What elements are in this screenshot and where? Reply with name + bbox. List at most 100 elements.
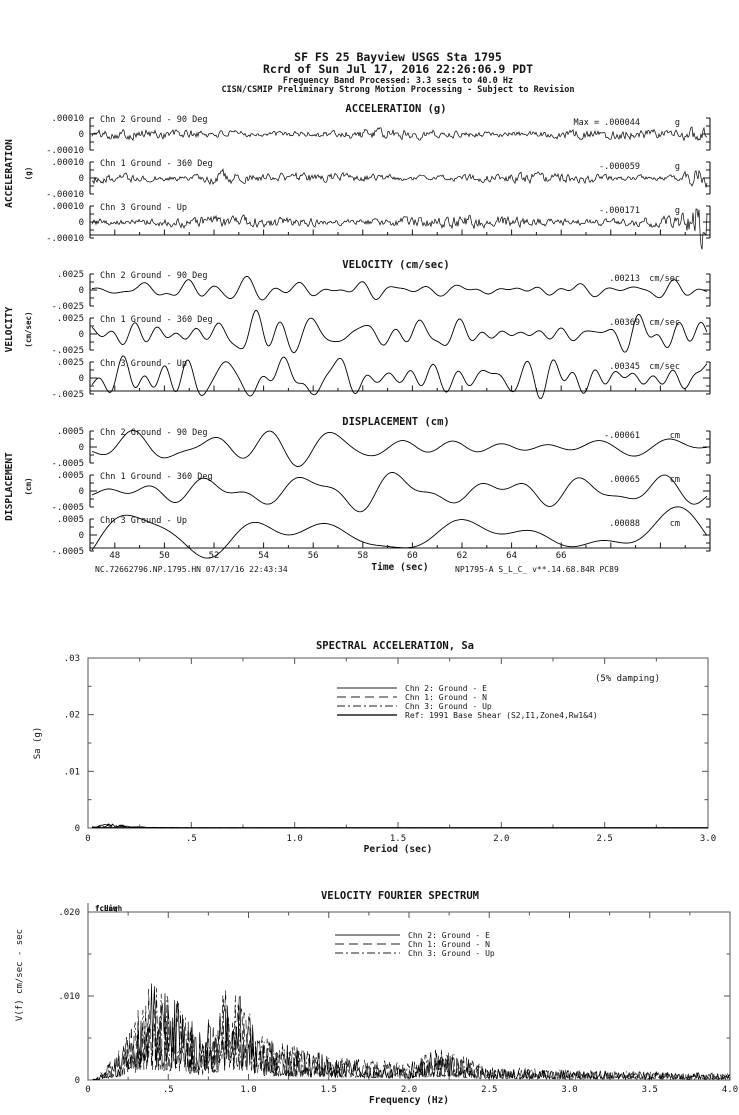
sa-xtick-label: 0 xyxy=(85,834,90,844)
fourier-curve-ch2 xyxy=(92,988,730,1081)
ytick-pos-label: .00010 xyxy=(51,114,84,124)
sa-ytick-label: .02 xyxy=(64,711,80,721)
sa-xtick-label: 1.0 xyxy=(287,834,303,844)
peak-unit: cm/sec xyxy=(649,274,680,284)
sa-ylabel: Sa (g) xyxy=(33,727,43,760)
record-id-footer: NC.72662796.NP.1795.HN 07/17/16 22:43:34 xyxy=(95,565,288,574)
panel-side-unit: (g) xyxy=(24,167,33,181)
sa-ytick-label: .01 xyxy=(64,767,80,777)
ytick-neg-label: -.0005 xyxy=(51,547,84,557)
ytick-pos-label: .0025 xyxy=(57,314,84,324)
waveform-vel-ch1 xyxy=(91,275,708,301)
panel-side-unit: (cm) xyxy=(24,477,33,495)
fourier-legend-label: Chn 3: Ground - Up xyxy=(408,949,495,958)
fourier-ytick-label: .010 xyxy=(58,992,80,1002)
panel-side-label: ACCELERATION xyxy=(4,139,15,208)
fourier-ytick-label: .020 xyxy=(58,908,80,918)
time-tick-label: 58 xyxy=(357,551,368,561)
trace-row-ch1: .0005 0 -.0005 Chn 2 Ground - 90 Deg -.00061… xyxy=(51,427,711,469)
ytick-neg-label: -.00010 xyxy=(46,146,84,156)
processing-version-footer: NP1795-A S_L_C_ v**.14.68.84R PC89 xyxy=(455,565,619,574)
time-tick-label: 50 xyxy=(159,551,170,561)
acceleration-panel: ACCELERATION (g) ACCELERATION (g) .00010 0 -.… xyxy=(4,103,711,250)
ytick-pos-label: .0005 xyxy=(57,515,84,525)
peak-value: .00065 xyxy=(609,475,640,485)
fourier-xtick-label: 2.5 xyxy=(481,1085,497,1095)
ytick-pos-label: .0025 xyxy=(57,270,84,280)
fourier-xlabel: Frequency (Hz) xyxy=(369,1095,449,1106)
ytick-zero-label: 0 xyxy=(79,443,84,453)
time-tick-label: 48 xyxy=(109,551,120,561)
trace-row-ch3: .00010 0 -.00010 Chn 3 Ground - Up -.000171 g xyxy=(46,202,711,250)
ytick-zero-label: 0 xyxy=(79,330,84,340)
fourier-xtick-label: 1.5 xyxy=(321,1085,337,1095)
fourier-ylabel: V(f) cm/sec - sec xyxy=(15,929,25,1021)
sa-xtick-label: 2.5 xyxy=(597,834,613,844)
trace-row-ch2: .0005 0 -.0005 Chn 1 Ground - 360 Deg .00065… xyxy=(51,471,711,513)
record-datetime: Rcrd of Sun Jul 17, 2016 22:26:06.9 PDT xyxy=(263,62,533,76)
sa-legend-label: Ref: 1991 Base Shear (S2,I1,Zone4,Rw1&4) xyxy=(405,711,598,720)
time-tick-label: 54 xyxy=(258,551,269,561)
frequency-band-note: Frequency Band Processed: 3.3 secs to 40… xyxy=(283,76,513,86)
sa-xtick-label: 1.5 xyxy=(390,834,406,844)
sa-xtick-label: 2.0 xyxy=(493,834,509,844)
trace-row-ch1: .00010 0 -.00010 Chn 2 Ground - 90 Deg Max =… xyxy=(46,114,711,156)
sa-xlabel: Period (sec) xyxy=(364,844,433,855)
waveform-disp-ch3 xyxy=(91,506,708,559)
ytick-neg-label: -.0025 xyxy=(51,302,84,312)
peak-value: -.00061 xyxy=(604,431,640,441)
waveform-disp-ch2 xyxy=(91,472,708,513)
fourier-xtick-label: 2.0 xyxy=(401,1085,417,1095)
peak-unit: g xyxy=(675,206,680,216)
peak-value: -.000059 xyxy=(599,162,640,172)
fc-low-label: fcLow xyxy=(95,904,118,913)
ytick-neg-label: -.0005 xyxy=(51,459,84,469)
ytick-pos-label: .00010 xyxy=(51,158,84,168)
fourier-xtick-label: 3.5 xyxy=(642,1085,658,1095)
sa-xtick-label: .5 xyxy=(186,834,197,844)
trace-row-ch1: .0025 0 -.0025 Chn 2 Ground - 90 Deg .00213 c… xyxy=(51,270,711,312)
generated-plot-content: ACCELERATION (g) ACCELERATION (g) .00010 0 -.… xyxy=(4,103,738,1095)
fourier-xtick-label: 4.0 xyxy=(722,1085,738,1095)
ytick-neg-label: -.0025 xyxy=(51,346,84,356)
peak-unit: cm xyxy=(670,431,680,441)
ytick-zero-label: 0 xyxy=(79,374,84,384)
displacement-panel: DISPLACEMENT (cm)DISPLACEMENT (cm)48 50 52 5… xyxy=(4,416,711,561)
peak-unit: cm xyxy=(670,519,680,529)
peak-unit: cm/sec xyxy=(649,362,680,372)
sa-xtick-label: 3.0 xyxy=(700,834,716,844)
trace-row-ch3: .0025 0 -.0025 Chn 3 Ground - Up .00345 cm/se… xyxy=(51,355,711,400)
waveform-disp-ch1 xyxy=(91,430,708,467)
sa-title: SPECTRAL ACCELERATION, Sa xyxy=(316,640,474,652)
channel-label: Chn 1 Ground - 360 Deg xyxy=(100,159,213,169)
ytick-zero-label: 0 xyxy=(79,487,84,497)
ytick-neg-label: -.00010 xyxy=(46,234,84,244)
waveform-vel-ch3 xyxy=(91,355,708,400)
fourier-curve-ch3 xyxy=(92,988,730,1081)
channel-label: Chn 2 Ground - 90 Deg xyxy=(100,271,207,281)
fourier-xtick-label: 3.0 xyxy=(561,1085,577,1095)
panel-side-label: DISPLACEMENT xyxy=(4,452,15,521)
sa-ytick-label: .03 xyxy=(64,654,80,664)
time-tick-label: 56 xyxy=(308,551,319,561)
peak-value: .00345 xyxy=(609,362,640,372)
channel-label: Chn 3 Ground - Up xyxy=(100,203,187,213)
time-axis-label: Time (sec) xyxy=(371,562,428,573)
trace-row-ch3: .0005 0 -.0005 Chn 3 Ground - Up .00088 cm xyxy=(51,506,711,559)
channel-label: Chn 1 Ground - 360 Deg xyxy=(100,472,213,482)
ytick-zero-label: 0 xyxy=(79,130,84,140)
channel-label: Chn 2 Ground - 90 Deg xyxy=(100,428,207,438)
ytick-pos-label: .0025 xyxy=(57,358,84,368)
panel-side-label: VELOCITY xyxy=(4,306,15,352)
fourier-ytick-label: 0 xyxy=(75,1076,80,1086)
peak-value: -.000171 xyxy=(599,206,640,216)
ytick-zero-label: 0 xyxy=(79,218,84,228)
fourier-xtick-label: 0 xyxy=(85,1085,90,1095)
waveform-acc-ch2 xyxy=(91,168,708,188)
sa-ytick-label: 0 xyxy=(75,824,80,834)
waveform-vel-ch2 xyxy=(91,309,708,354)
peak-value: .00369 xyxy=(609,318,640,328)
channel-label: Chn 2 Ground - 90 Deg xyxy=(100,115,207,125)
